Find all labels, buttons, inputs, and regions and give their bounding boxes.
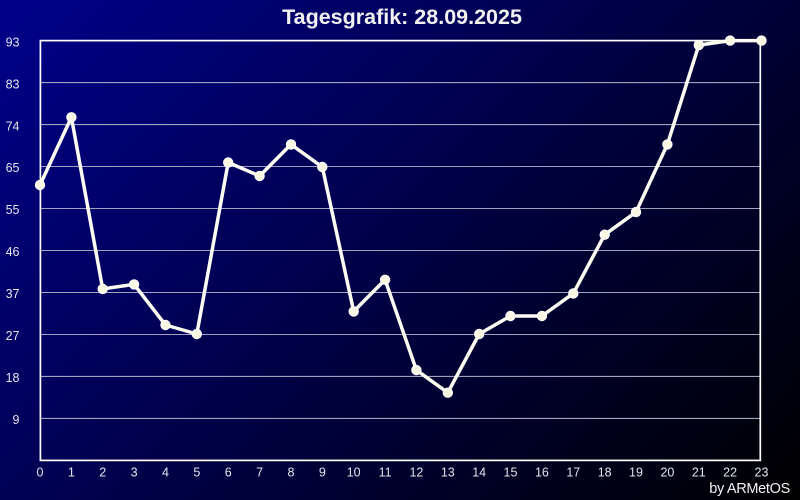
svg-text:1: 1	[68, 466, 75, 480]
svg-text:18: 18	[6, 371, 20, 385]
svg-text:16: 16	[535, 466, 549, 480]
svg-text:20: 20	[660, 466, 674, 480]
svg-text:46: 46	[6, 245, 20, 259]
svg-text:74: 74	[6, 119, 20, 133]
svg-text:83: 83	[6, 77, 20, 91]
svg-text:65: 65	[6, 161, 20, 175]
svg-text:12: 12	[409, 466, 423, 480]
svg-text:0: 0	[37, 466, 44, 480]
svg-text:21: 21	[692, 466, 706, 480]
svg-text:4: 4	[162, 466, 169, 480]
svg-text:93: 93	[6, 35, 20, 49]
svg-text:Tagesgrafik: 28.09.2025: Tagesgrafik: 28.09.2025	[282, 5, 522, 29]
svg-text:23: 23	[755, 466, 769, 480]
svg-text:2: 2	[99, 466, 106, 480]
svg-text:9: 9	[319, 466, 326, 480]
svg-text:27: 27	[6, 329, 20, 343]
svg-text:3: 3	[131, 466, 138, 480]
svg-text:14: 14	[472, 466, 486, 480]
svg-text:22: 22	[723, 466, 737, 480]
svg-text:18: 18	[598, 466, 612, 480]
svg-text:15: 15	[504, 466, 518, 480]
svg-text:8: 8	[288, 466, 295, 480]
svg-text:by ARMetOS: by ARMetOS	[709, 481, 790, 497]
svg-text:19: 19	[629, 466, 643, 480]
svg-text:11: 11	[379, 466, 392, 480]
svg-text:55: 55	[6, 203, 20, 217]
svg-text:6: 6	[225, 466, 232, 480]
svg-text:7: 7	[256, 466, 263, 480]
svg-text:13: 13	[441, 466, 455, 480]
svg-text:17: 17	[566, 466, 580, 480]
svg-text:37: 37	[6, 287, 20, 301]
svg-text:5: 5	[193, 466, 200, 480]
svg-text:10: 10	[347, 466, 361, 480]
svg-text:9: 9	[13, 413, 20, 427]
